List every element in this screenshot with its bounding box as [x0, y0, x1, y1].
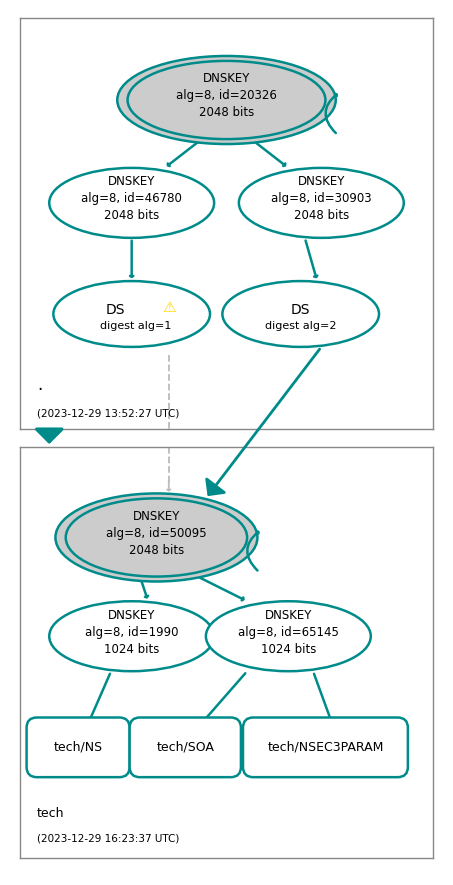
Text: ⚠: ⚠	[162, 300, 176, 315]
Ellipse shape	[55, 494, 257, 581]
Text: tech: tech	[37, 807, 64, 820]
Text: tech/SOA: tech/SOA	[156, 741, 214, 754]
Text: DNSKEY
alg=8, id=65145
1024 bits: DNSKEY alg=8, id=65145 1024 bits	[238, 609, 339, 656]
Ellipse shape	[117, 56, 336, 144]
Text: DS: DS	[291, 303, 310, 317]
Text: tech/NSEC3PARAM: tech/NSEC3PARAM	[267, 741, 384, 754]
Text: (2023-12-29 16:23:37 UTC): (2023-12-29 16:23:37 UTC)	[37, 834, 179, 844]
Text: DNSKEY
alg=8, id=46780
2048 bits: DNSKEY alg=8, id=46780 2048 bits	[81, 175, 182, 222]
Ellipse shape	[53, 281, 210, 347]
Text: DNSKEY
alg=8, id=50095
2048 bits: DNSKEY alg=8, id=50095 2048 bits	[106, 510, 207, 557]
Text: (2023-12-29 13:52:27 UTC): (2023-12-29 13:52:27 UTC)	[37, 409, 179, 419]
FancyBboxPatch shape	[130, 718, 241, 777]
Text: DNSKEY
alg=8, id=30903
2048 bits: DNSKEY alg=8, id=30903 2048 bits	[271, 175, 371, 222]
Text: .: .	[37, 376, 42, 394]
Ellipse shape	[66, 498, 247, 576]
FancyBboxPatch shape	[243, 718, 408, 777]
Text: DNSKEY
alg=8, id=20326
2048 bits: DNSKEY alg=8, id=20326 2048 bits	[176, 73, 277, 119]
Ellipse shape	[239, 168, 404, 238]
Text: tech/NS: tech/NS	[53, 741, 103, 754]
Ellipse shape	[128, 61, 325, 139]
Text: DNSKEY
alg=8, id=1990
1024 bits: DNSKEY alg=8, id=1990 1024 bits	[85, 609, 178, 656]
Ellipse shape	[222, 281, 379, 347]
Text: digest alg=1: digest alg=1	[100, 321, 172, 331]
Text: DS: DS	[106, 303, 125, 317]
Ellipse shape	[49, 601, 214, 671]
Ellipse shape	[206, 601, 371, 671]
FancyBboxPatch shape	[27, 718, 130, 777]
Text: digest alg=2: digest alg=2	[265, 321, 337, 331]
Ellipse shape	[49, 168, 214, 238]
